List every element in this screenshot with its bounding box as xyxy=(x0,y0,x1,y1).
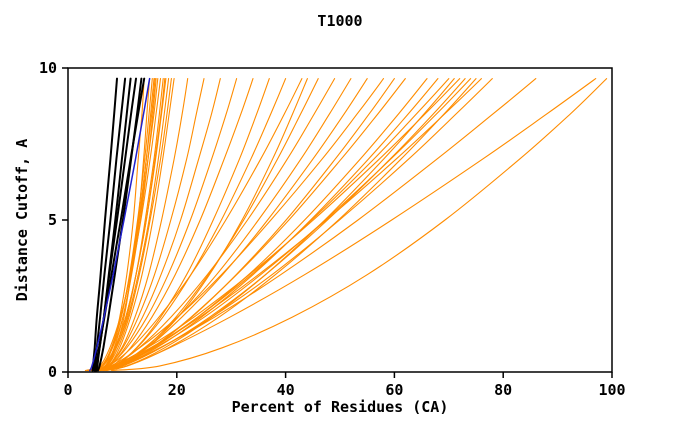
model-curves-orange xyxy=(105,78,597,372)
model-curves-orange xyxy=(100,78,254,372)
model-curves-orange xyxy=(100,78,537,372)
model-curves-orange xyxy=(87,78,166,372)
model-curves-orange xyxy=(94,78,461,372)
model-curve-blue xyxy=(89,77,151,372)
y-tick-label: 5 xyxy=(48,211,57,229)
chart-title: T1000 xyxy=(317,12,363,30)
y-tick-label: 0 xyxy=(48,363,57,381)
y-tick-label: 10 xyxy=(39,59,57,77)
model-curves-orange xyxy=(92,78,155,372)
model-curves-orange xyxy=(94,78,482,372)
model-curves-orange xyxy=(94,78,205,372)
model-curves-black xyxy=(94,77,146,372)
model-curves-black xyxy=(93,77,127,372)
model-curves-orange xyxy=(100,78,493,372)
x-tick-label: 40 xyxy=(277,381,295,399)
x-tick-label: 100 xyxy=(598,381,625,399)
model-curves-orange xyxy=(94,78,238,372)
model-curves-orange xyxy=(94,78,303,372)
model-curves-orange xyxy=(94,78,385,372)
x-tick-label: 20 xyxy=(168,381,186,399)
model-curves-orange xyxy=(90,78,170,372)
model-curves-orange xyxy=(95,78,172,372)
model-curves-orange xyxy=(110,78,608,372)
model-curves-orange xyxy=(102,78,368,372)
x-tick-label: 60 xyxy=(385,381,403,399)
model-curves-orange xyxy=(102,78,477,372)
model-curves-orange xyxy=(97,78,336,372)
x-tick-label: 0 xyxy=(63,381,72,399)
model-curves-orange xyxy=(97,78,450,372)
x-axis-label: Percent of Residues (CA) xyxy=(231,398,449,416)
model-curves-orange xyxy=(100,78,287,372)
x-tick-label: 80 xyxy=(494,381,512,399)
model-curves-orange xyxy=(97,78,472,372)
model-curves-black xyxy=(91,77,118,372)
